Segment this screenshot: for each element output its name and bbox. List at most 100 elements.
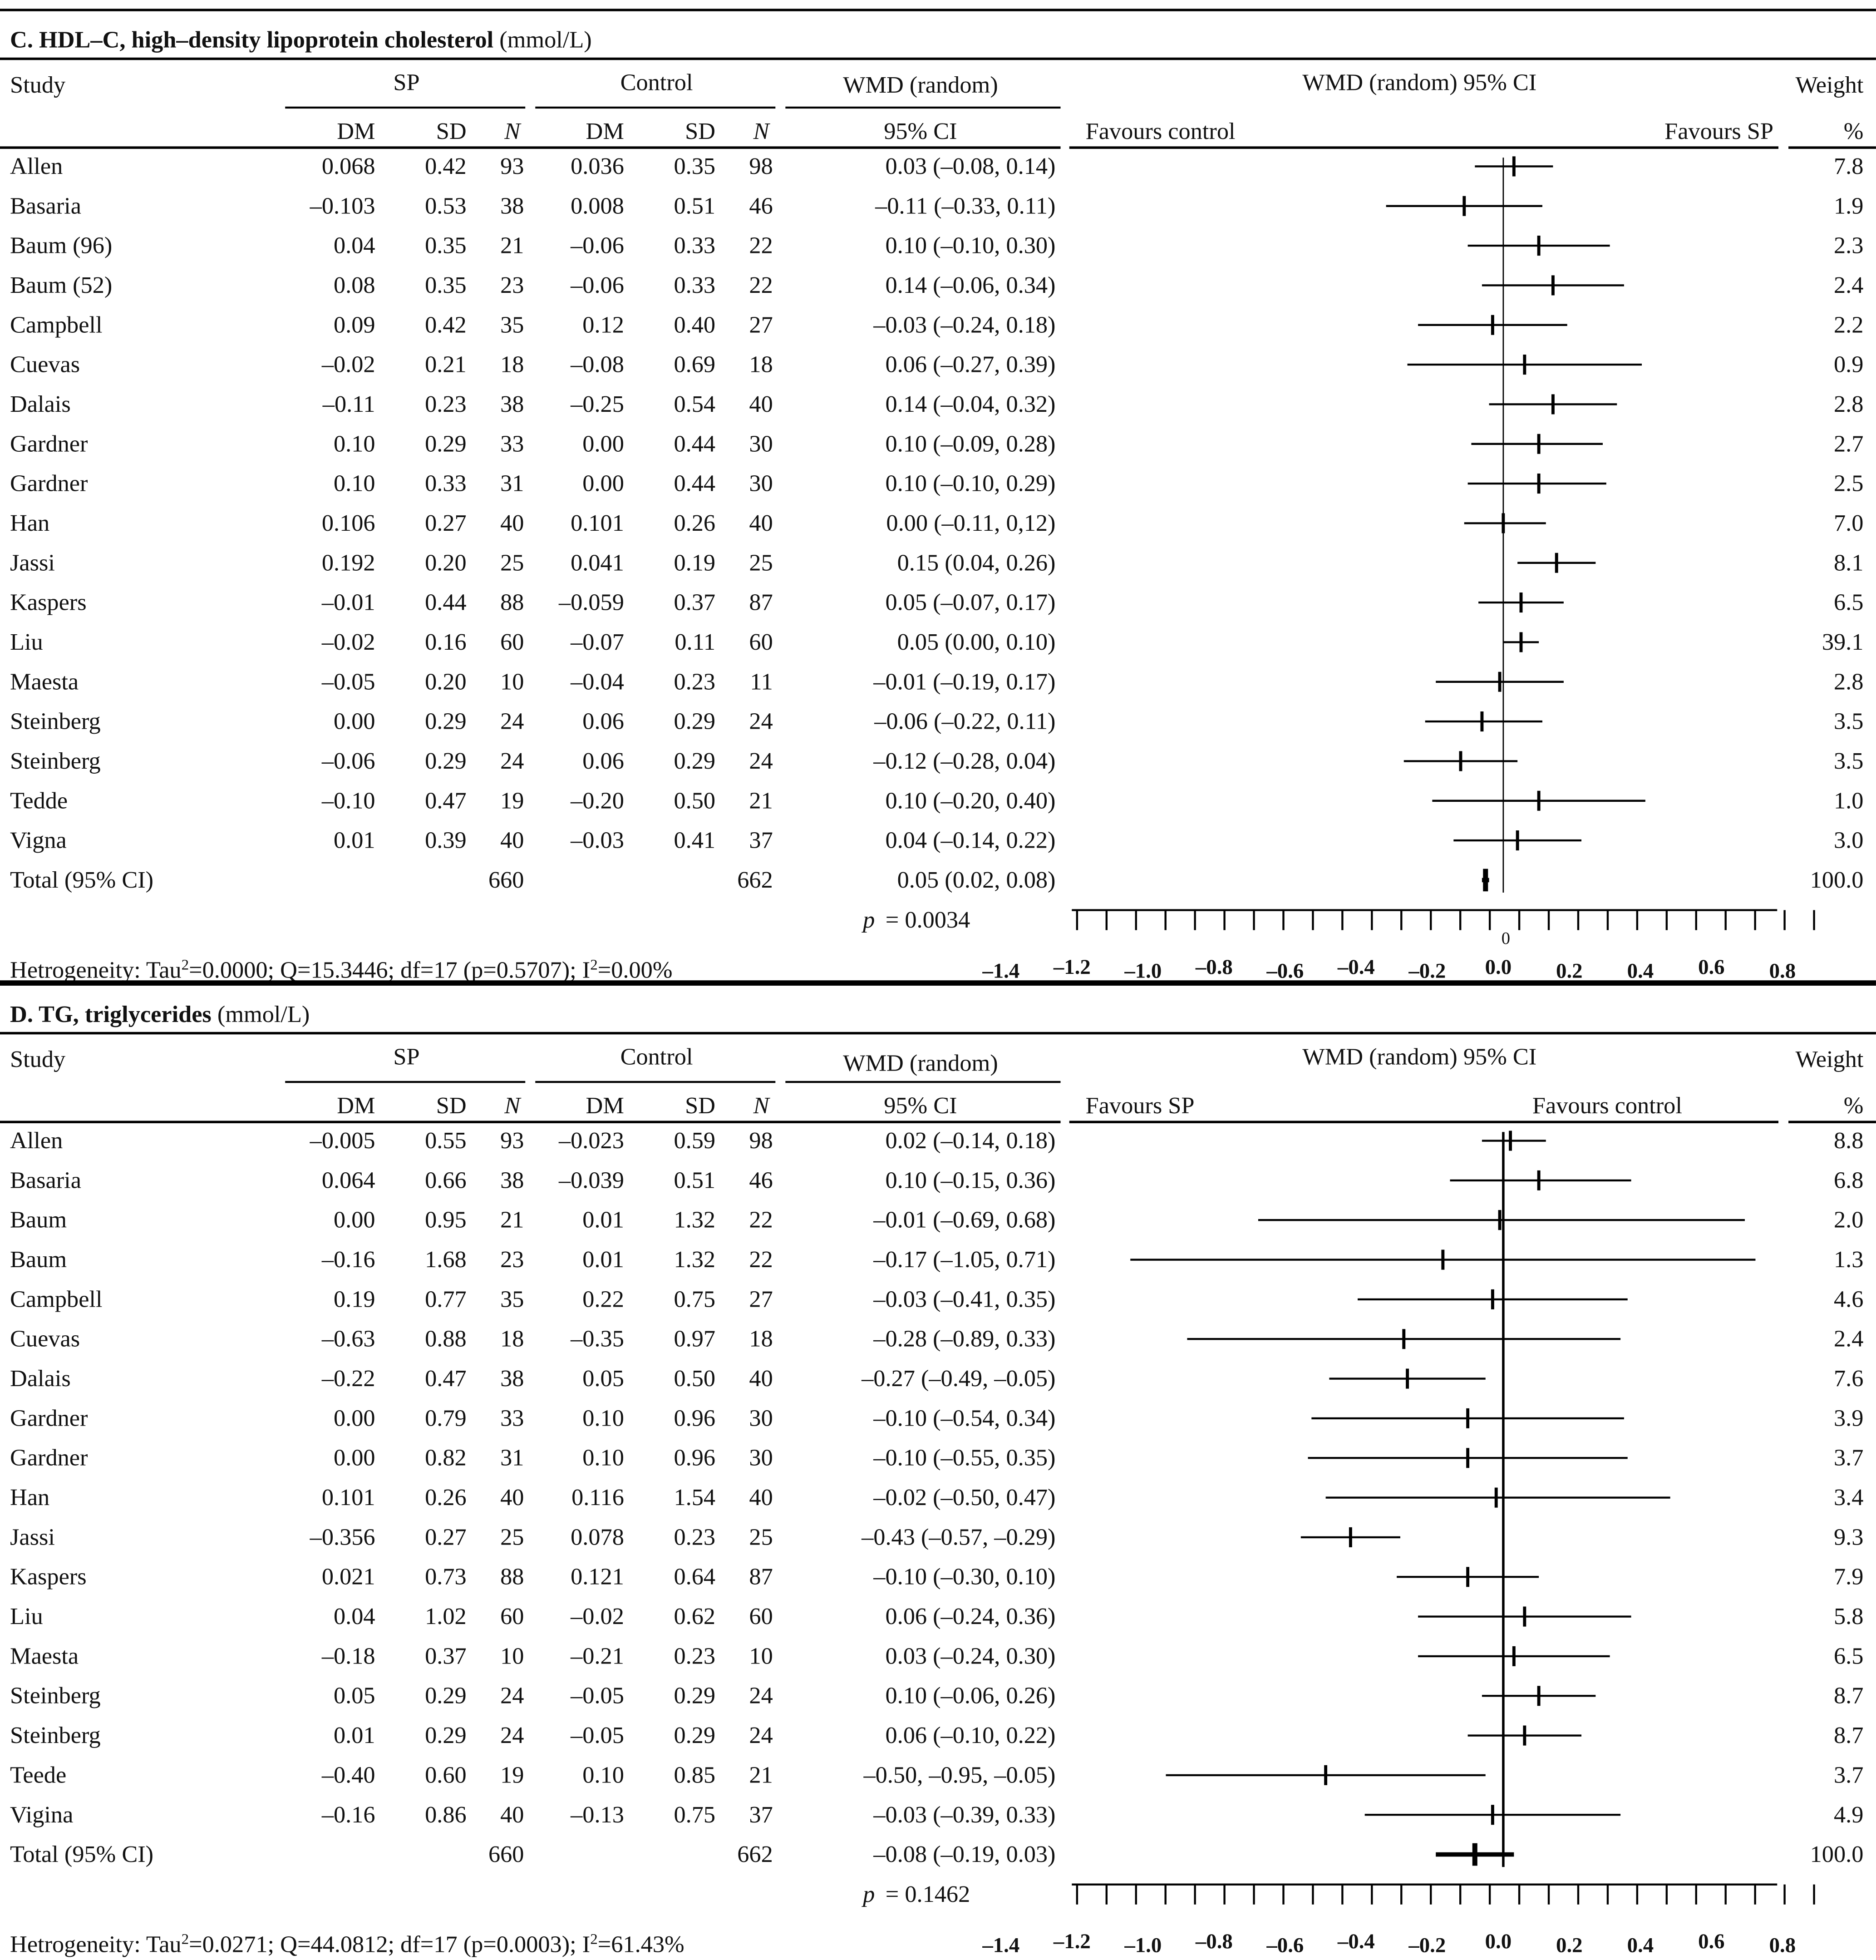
- forest-panel-0-study-14-sp-n: 24: [500, 708, 524, 735]
- forest-panel-0-header-weight: Weight: [1796, 72, 1864, 98]
- forest-panel-0-study-9-sp-dm: 0.106: [322, 510, 375, 536]
- forest-panel-0-study-10-name: Jassi: [10, 549, 55, 576]
- forest-panel-1-study-0-ci: 0.02 (–0.14, 0.18): [885, 1127, 1055, 1154]
- forest-panel-0-study-5-sp-sd: 0.21: [425, 351, 467, 378]
- forest-panel-0-heterogeneity-sup1: 2: [182, 957, 189, 973]
- forest-panel-1-p-value: = 0.1462: [886, 1881, 970, 1907]
- forest-panel-0-study-1-sp-n: 38: [500, 193, 524, 219]
- forest-panel-1-favours-left: Favours SP: [1086, 1092, 1195, 1119]
- forest-panel-0-axis-label-10: 0.6: [1698, 955, 1725, 979]
- forest-panel-1-study-3-c-n: 22: [749, 1246, 773, 1273]
- forest-panel-0-study-10-ci: 0.15 (0.04, 0.26): [897, 549, 1056, 576]
- forest-panel-1-study-11-c-dm: 0.121: [571, 1564, 624, 1590]
- forest-panel-1-study-16-weight: 3.7: [1834, 1762, 1863, 1788]
- forest-panel-0-study-11-sp-sd: 0.44: [425, 589, 467, 616]
- forest-panel-0-study-3-sp-dm: 0.08: [334, 272, 375, 298]
- forest-panel-0-study-17-ci: 0.04 (–0.14, 0.22): [885, 827, 1055, 854]
- forest-panel-0-study-12-sp-sd: 0.16: [425, 629, 467, 655]
- forest-panel-1-total-weight: 100.0: [1810, 1841, 1864, 1867]
- forest-panel-1-header-weight: Weight: [1796, 1046, 1864, 1072]
- forest-panel-0-heterogeneity: Hetrogeneity: Tau2=0.0000; Q=15.3446; df…: [10, 957, 672, 983]
- forest-panel-1-study-5-c-sd: 0.97: [674, 1326, 715, 1352]
- forest-panel-0-study-12-ci: 0.05 (0.00, 0.10): [897, 629, 1056, 655]
- forest-panel-1-total-ci: –0.08 (–0.19, 0.03): [873, 1841, 1055, 1867]
- forest-panel-1-study-12-ci: 0.06 (–0.24, 0.36): [885, 1603, 1055, 1629]
- forest-panel-1-study-9-sp-n: 40: [500, 1484, 524, 1511]
- forest-panel-0-study-17-sp-dm: 0.01: [334, 827, 375, 854]
- forest-panel-0-study-16-sp-sd: 0.47: [425, 787, 467, 814]
- forest-panel-0-study-5-c-dm: –0.08: [570, 351, 624, 378]
- forest-panel-0-study-12-c-sd: 0.11: [675, 629, 715, 655]
- forest-panel-0-axis-zero: 0: [1502, 929, 1510, 948]
- forest-panel-0-header-control: Control: [620, 69, 693, 95]
- forest-panel-1-study-10-sp-dm: –0.356: [310, 1524, 375, 1550]
- forest-panel-1-study-16-name: Teede: [10, 1762, 66, 1788]
- forest-panel-1-study-2-c-n: 22: [749, 1207, 773, 1233]
- forest-panel-1-study-10-name: Jassi: [10, 1524, 55, 1550]
- forest-panel-1-title: D. TG, triglycerides (mmol/L): [10, 1001, 310, 1027]
- forest-panel-1-study-3-name: Baum: [10, 1246, 67, 1273]
- forest-panel-1-study-4-weight: 4.6: [1834, 1286, 1863, 1312]
- forest-panel-1-study-1-sp-n: 38: [500, 1167, 524, 1193]
- forest-panel-0-study-3-c-n: 22: [749, 272, 773, 298]
- forest-panel-1-study-9-c-n: 40: [749, 1484, 773, 1511]
- forest-panel-1-study-17-sp-dm: –0.16: [321, 1802, 375, 1828]
- forest-panel-1-study-6-sp-sd: 0.47: [425, 1365, 467, 1392]
- forest-panel-0-total-weight: 100.0: [1810, 867, 1864, 893]
- forest-panel-0-study-8-weight: 2.5: [1834, 470, 1863, 497]
- forest-panel-0-study-4-c-n: 27: [749, 311, 773, 338]
- forest-panel-1-study-5-ci: –0.28 (–0.89, 0.33): [873, 1326, 1055, 1352]
- forest-panel-1-study-8-sp-n: 31: [500, 1445, 524, 1471]
- forest-panel-1-axis-label-3: –0.8: [1195, 1930, 1233, 1953]
- forest-panel-1-study-2-sp-dm: 0.00: [334, 1207, 375, 1233]
- forest-panel-0-study-9-c-sd: 0.26: [674, 510, 715, 536]
- forest-panel-1-study-9-sp-sd: 0.26: [425, 1484, 467, 1511]
- forest-panel-1-study-2-ci: –0.01 (–0.69, 0.68): [873, 1207, 1055, 1233]
- forest-panel-0-study-0-c-dm: 0.036: [571, 153, 624, 179]
- forest-panel-0-study-9-weight: 7.0: [1834, 510, 1863, 536]
- forest-panel-1-study-1-ci: 0.10 (–0.15, 0.36): [885, 1167, 1055, 1193]
- forest-panel-0-study-6-ci: 0.14 (–0.04, 0.32): [885, 391, 1055, 417]
- forest-panel-0-study-15-sp-dm: –0.06: [321, 748, 375, 774]
- forest-panel-1-study-0-sp-n: 93: [500, 1127, 524, 1154]
- forest-panel-0-study-6-sp-n: 38: [500, 391, 524, 417]
- forest-panel-1-study-7-sp-sd: 0.79: [425, 1405, 467, 1431]
- forest-panel-0-study-17-weight: 3.0: [1834, 827, 1863, 854]
- forest-panel-1-axis-label-1: –1.2: [1053, 1930, 1091, 1953]
- forest-panel-0-study-2-sp-n: 21: [500, 232, 524, 259]
- forest-panel-0-study-2-sp-dm: 0.04: [334, 232, 375, 259]
- forest-panel-0-study-17-c-dm: –0.03: [570, 827, 624, 854]
- forest-panel-0-study-8-c-sd: 0.44: [674, 470, 715, 497]
- forest-panel-0-study-6-c-sd: 0.54: [674, 391, 715, 417]
- forest-panel-1-sub-sp-dm: DM: [337, 1092, 375, 1119]
- forest-panel-0-study-15-weight: 3.5: [1834, 748, 1863, 774]
- forest-panel-0-axis-label-8: 0.2: [1556, 959, 1583, 982]
- forest-panel-0-axis-label-3: –0.8: [1195, 955, 1233, 979]
- forest-panel-0-study-2-c-sd: 0.33: [674, 232, 715, 259]
- forest-panel-1-header-control: Control: [620, 1044, 693, 1070]
- forest-panel-0-study-9-sp-n: 40: [500, 510, 524, 536]
- forest-panel-1-study-12-c-n: 60: [749, 1603, 773, 1629]
- forest-panel-1-study-11-sp-sd: 0.73: [425, 1564, 467, 1590]
- forest-panel-1-axis-label-8: 0.2: [1556, 1933, 1583, 1957]
- forest-panel-0-study-17-name: Vigna: [10, 827, 67, 854]
- forest-panel-1-axis-label-9: 0.4: [1627, 1933, 1654, 1957]
- forest-panel-1-study-8-c-sd: 0.96: [674, 1445, 715, 1471]
- forest-panel-0-sub-ci: 95% CI: [884, 118, 957, 144]
- forest-panel-1-study-13-sp-n: 10: [500, 1643, 524, 1669]
- forest-panel-1-study-1-sp-dm: 0.064: [322, 1167, 375, 1193]
- forest-panel-0-heterogeneity-sup2: 2: [590, 957, 598, 973]
- forest-panel-1-study-3-sp-dm: –0.16: [321, 1246, 375, 1273]
- forest-panel-0-study-8-name: Gardner: [10, 470, 88, 497]
- forest-panel-0-study-7-c-dm: 0.00: [582, 430, 624, 457]
- forest-panel-0-study-5-sp-n: 18: [500, 351, 524, 378]
- forest-panel-0-study-11-ci: 0.05 (–0.07, 0.17): [885, 589, 1055, 616]
- forest-panel-1-study-8-sp-sd: 0.82: [425, 1445, 467, 1471]
- forest-panel-0-study-11-sp-dm: –0.01: [321, 589, 375, 616]
- forest-panel-1-study-1-sp-sd: 0.66: [425, 1167, 467, 1193]
- forest-panel-0-study-1-c-dm: 0.008: [571, 193, 624, 219]
- forest-panel-1-study-11-sp-n: 88: [500, 1564, 524, 1590]
- forest-panel-1-study-16-sp-dm: –0.40: [321, 1762, 375, 1788]
- forest-panel-1-study-0-c-sd: 0.59: [674, 1127, 715, 1154]
- forest-panel-0-study-14-name: Steinberg: [10, 708, 101, 735]
